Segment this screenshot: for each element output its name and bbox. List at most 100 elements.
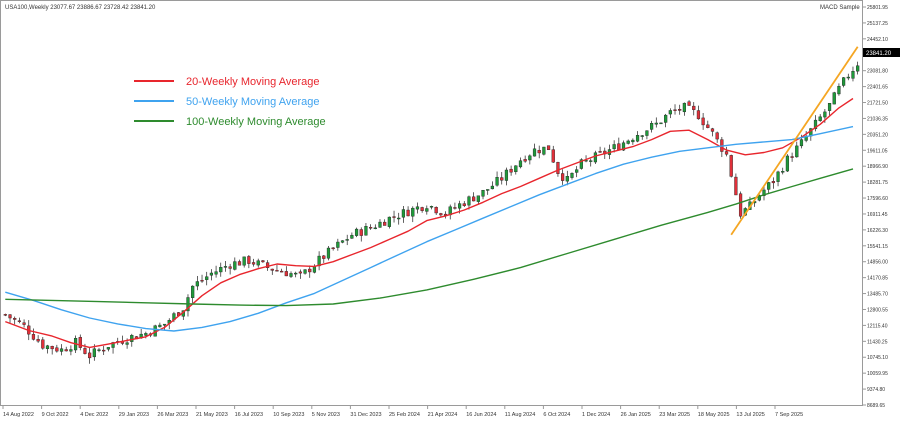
candle-bull bbox=[528, 155, 532, 161]
candle-bull bbox=[827, 103, 832, 111]
candle-bear bbox=[673, 109, 677, 111]
candle-bull bbox=[106, 347, 110, 350]
current-price-marker: 23841.20 bbox=[863, 48, 900, 57]
candle-bull bbox=[767, 182, 771, 190]
x-tick-label: 26 Jan 2025 bbox=[621, 412, 651, 418]
candle-bull bbox=[832, 92, 836, 105]
candle-bull bbox=[476, 195, 480, 202]
candle-bull bbox=[97, 349, 101, 351]
y-tick-label: 20351.20 bbox=[867, 132, 888, 138]
candle-bear bbox=[200, 279, 204, 282]
candle-bear bbox=[102, 349, 106, 352]
candle-bear bbox=[617, 143, 621, 151]
legend-label-ma20: 20-Weekly Moving Average bbox=[186, 76, 320, 88]
y-tick-label: 17596.60 bbox=[867, 196, 888, 202]
candle-bear bbox=[724, 151, 729, 155]
candle-bear bbox=[500, 177, 504, 181]
candle-bear bbox=[537, 149, 541, 154]
candle-bear bbox=[598, 151, 602, 153]
x-tick-label: 18 May 2025 bbox=[698, 412, 730, 418]
x-tick-label: 11 Aug 2024 bbox=[505, 412, 535, 418]
candle-bear bbox=[8, 314, 12, 319]
ma20-line bbox=[5, 97, 854, 349]
candle-bear bbox=[270, 268, 274, 271]
x-tick-label: 5 Nov 2023 bbox=[312, 412, 340, 418]
candle-bull bbox=[495, 177, 499, 186]
candle-bull bbox=[158, 324, 162, 328]
candle-bull bbox=[664, 114, 668, 123]
candle-bull bbox=[130, 335, 134, 342]
x-tick-label: 14 Aug 2022 bbox=[3, 412, 34, 418]
candle-bear bbox=[55, 347, 59, 352]
candle-bear bbox=[31, 334, 36, 340]
candle-bear bbox=[308, 268, 312, 273]
candle-bull bbox=[542, 146, 546, 155]
candle-bear bbox=[251, 262, 256, 265]
candle-bear bbox=[41, 339, 45, 349]
candle-bull bbox=[785, 155, 790, 172]
candle-bull bbox=[612, 144, 616, 150]
candle-bull bbox=[289, 273, 293, 277]
candle-bull bbox=[364, 226, 368, 236]
symbol-info: USA100,Weekly 23077.67 23886.67 23728.42… bbox=[5, 5, 156, 11]
candle-bull bbox=[233, 261, 237, 270]
candle-bull bbox=[486, 189, 490, 191]
candle-bull bbox=[575, 169, 579, 173]
candle-bull bbox=[345, 239, 349, 241]
candle-bear bbox=[472, 196, 476, 202]
candle-bear bbox=[771, 181, 775, 184]
y-tick-label: 14170.85 bbox=[867, 276, 888, 282]
candle-bull bbox=[45, 345, 50, 349]
candle-bull bbox=[242, 256, 246, 266]
candle-bull bbox=[579, 159, 583, 169]
candle-bear bbox=[261, 260, 265, 263]
candle-bull bbox=[757, 195, 761, 201]
candle-bull bbox=[640, 135, 644, 137]
candle-bear bbox=[561, 173, 565, 181]
y-tick-label: 11430.25 bbox=[867, 339, 888, 345]
candle-bull bbox=[378, 221, 382, 228]
candle-bull bbox=[837, 85, 841, 95]
y-tick-label: 16911.45 bbox=[867, 212, 888, 218]
candle-bear bbox=[546, 145, 551, 151]
candle-bull bbox=[397, 217, 401, 220]
y-tick-label: 15541.15 bbox=[867, 244, 888, 250]
ma100-line bbox=[5, 168, 854, 307]
candle-bear bbox=[551, 149, 555, 163]
candle-bull bbox=[856, 65, 860, 72]
y-tick-label: 14856.00 bbox=[867, 260, 888, 266]
candle-bull bbox=[626, 140, 630, 144]
candle-bull bbox=[570, 172, 574, 178]
candle-bull bbox=[682, 102, 686, 113]
candle-bull bbox=[69, 349, 73, 352]
candle-bear bbox=[509, 168, 513, 173]
candle-bull bbox=[659, 122, 663, 125]
candle-bear bbox=[696, 110, 701, 120]
candle-bull bbox=[842, 77, 846, 86]
x-tick-label: 9 Oct 2022 bbox=[42, 412, 69, 418]
candle-bear bbox=[247, 256, 251, 264]
candle-bear bbox=[88, 352, 92, 359]
candle-bull bbox=[223, 266, 228, 268]
candle-bear bbox=[523, 159, 527, 162]
candle-bull bbox=[565, 176, 569, 182]
candle-bull bbox=[846, 76, 850, 79]
candle-bull bbox=[589, 160, 593, 162]
x-tick-label: 6 Oct 2024 bbox=[543, 412, 570, 418]
candle-bull bbox=[532, 148, 537, 157]
candle-bull bbox=[851, 71, 855, 79]
candle-bear bbox=[790, 156, 794, 158]
candle-bear bbox=[359, 229, 363, 236]
candle-bull bbox=[467, 196, 471, 206]
candle-bull bbox=[92, 348, 96, 358]
candle-bull bbox=[762, 189, 766, 196]
y-tick-label: 9374.80 bbox=[867, 387, 885, 393]
candle-bull bbox=[799, 139, 804, 147]
y-tick-label: 22401.65 bbox=[867, 85, 888, 91]
candle-bull bbox=[326, 247, 331, 259]
candle-bear bbox=[556, 162, 560, 174]
candle-bull bbox=[635, 135, 640, 142]
candle-bear bbox=[298, 271, 302, 274]
